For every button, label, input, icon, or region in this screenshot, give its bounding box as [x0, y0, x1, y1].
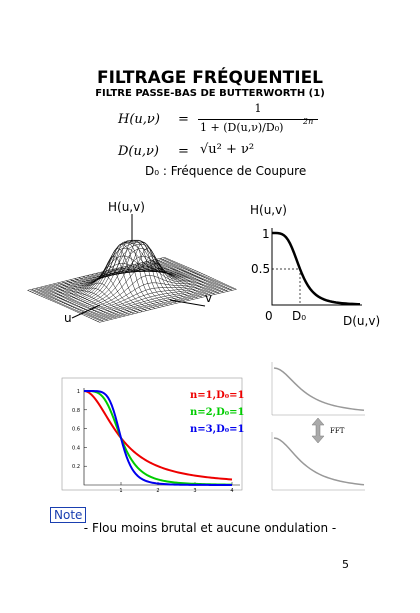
eq-numerator: 1: [254, 102, 262, 115]
mesh-line: [65, 241, 203, 308]
double-arrow: [311, 417, 325, 444]
eq-rhs: √u² + ν²: [200, 142, 255, 157]
legend-label: n=2,D₀=1: [190, 407, 244, 418]
curve: [271, 231, 361, 306]
title: FILTRAGE FRÉQUENTIEL: [96, 68, 324, 88]
mesh-line: [97, 288, 235, 322]
y-tick-label: 0.2: [72, 464, 80, 470]
tick-label: 0.5: [251, 262, 270, 276]
mesh-line: [65, 280, 139, 313]
u-label: u: [64, 311, 72, 325]
mesh-line: [155, 259, 229, 292]
mesh-line: [92, 286, 230, 320]
mesh-line: [67, 243, 206, 309]
page-number: 5: [342, 558, 349, 571]
mesh-line: [134, 264, 207, 297]
mesh-line: [81, 280, 219, 315]
tick-label: 0: [265, 309, 273, 323]
note-tag: Note: [50, 507, 87, 523]
y-tick-label: 1: [77, 389, 80, 395]
fraction-bar: [198, 119, 318, 120]
mesh-line: [113, 247, 186, 302]
eq-exponent: 2n: [303, 117, 314, 126]
mesh-line: [99, 289, 237, 323]
curve: [273, 367, 365, 412]
mesh-line: [147, 261, 220, 294]
legend-label: n=3,D₀=1: [190, 424, 244, 435]
mesh-line: [121, 262, 194, 300]
mesh-line: [83, 281, 221, 316]
y-tick-label: 0.6: [72, 427, 80, 433]
mesh-line: [151, 260, 224, 293]
mesh-line: [29, 258, 167, 292]
x-tick-label: 1: [119, 488, 122, 494]
curve: [273, 437, 365, 486]
mesh-line: [94, 287, 233, 321]
y-tick-label: 0.4: [72, 445, 80, 451]
mesh-line: [70, 248, 208, 310]
mesh-line: [72, 255, 210, 311]
eq-sign: =: [178, 112, 189, 127]
tick-label: 1: [262, 227, 270, 241]
mesh-line: [27, 257, 165, 291]
legend-label: n=1,D₀=1: [190, 390, 244, 401]
mesh-line: [143, 262, 216, 295]
mesh-line: [108, 242, 181, 303]
mesh-line: [117, 255, 190, 301]
curve: [83, 390, 233, 481]
mesh-line: [88, 283, 226, 318]
mesh-line: [85, 282, 224, 317]
eq-sign: =: [178, 144, 189, 159]
fft-label: FFT: [330, 427, 345, 435]
v-label: v: [205, 291, 212, 305]
eq-lhs: D(u,ν): [118, 144, 159, 159]
x-tick-label: 3: [193, 488, 196, 494]
subtitle: FILTRE PASSE-BAS DE BUTTERWORTH (1): [95, 88, 325, 99]
curve: [84, 390, 233, 486]
guide: [272, 268, 301, 305]
z-label: H(u,v): [108, 200, 145, 214]
mesh-line: [160, 258, 233, 291]
mesh-line: [164, 257, 237, 290]
axis: [169, 299, 206, 307]
mesh-line: [90, 284, 228, 319]
y-tick-label: 0.8: [72, 408, 80, 414]
mesh-line: [125, 266, 199, 299]
x-tick-label: 4: [230, 488, 233, 494]
eq-lhs: H(u,ν): [118, 112, 160, 127]
axis: [271, 362, 365, 416]
eq-denominator: 1 + (D(u,ν)/D₀): [200, 121, 284, 134]
x-label: D(u,v): [343, 314, 380, 328]
axis: [271, 432, 365, 491]
cutoff-label: D₀: [292, 309, 306, 323]
mesh-line: [138, 263, 211, 296]
axis: [271, 228, 362, 306]
mesh-line: [79, 279, 217, 314]
mesh-line: [74, 265, 212, 312]
note-text: - Flou moins brutal et aucune ondulation…: [83, 521, 337, 535]
axis: [71, 304, 101, 319]
x-tick-label: 2: [156, 488, 159, 494]
y-label: H(u,v): [250, 203, 287, 217]
definition: D₀ : Fréquence de Coupure: [145, 164, 307, 178]
mesh-line: [104, 239, 177, 304]
